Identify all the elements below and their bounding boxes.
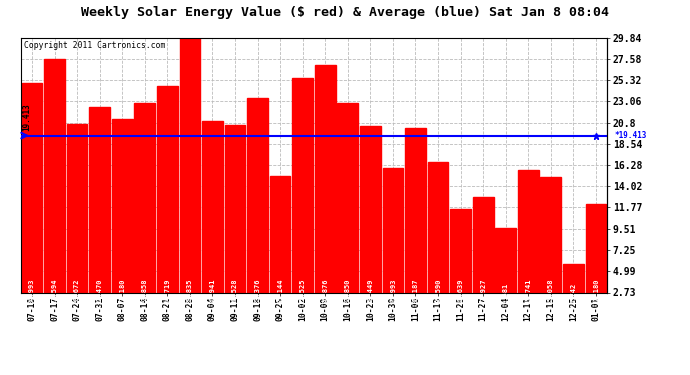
Bar	[225, 125, 246, 318]
Bar	[293, 78, 313, 318]
Text: 25.525: 25.525	[299, 279, 306, 304]
Bar	[270, 176, 290, 318]
Bar	[247, 98, 268, 318]
Text: 20.449: 20.449	[367, 279, 373, 304]
Text: 20.941: 20.941	[210, 279, 215, 304]
Bar	[179, 38, 200, 318]
Bar	[450, 209, 471, 318]
Text: 20.672: 20.672	[74, 279, 80, 304]
Bar	[473, 196, 493, 318]
Text: 16.590: 16.590	[435, 279, 441, 304]
Bar	[337, 103, 358, 318]
Text: 21.180: 21.180	[119, 279, 125, 304]
Text: *19.413: *19.413	[614, 131, 647, 140]
Bar	[202, 121, 223, 318]
Text: 9.581: 9.581	[503, 283, 509, 304]
Text: 24.719: 24.719	[164, 279, 170, 304]
Bar	[21, 83, 42, 318]
Text: 22.470: 22.470	[97, 279, 103, 304]
Text: 23.376: 23.376	[255, 279, 261, 304]
Text: 12.927: 12.927	[480, 279, 486, 304]
Bar	[135, 103, 155, 318]
Text: Weekly Solar Energy Value ($ red) & Average (blue) Sat Jan 8 08:04: Weekly Solar Energy Value ($ red) & Aver…	[81, 6, 609, 19]
Text: 19.413: 19.413	[22, 103, 31, 131]
Bar	[405, 128, 426, 318]
Bar	[586, 204, 607, 318]
Bar	[540, 177, 561, 318]
Bar	[518, 170, 539, 318]
Text: 26.876: 26.876	[322, 279, 328, 304]
Text: 20.528: 20.528	[232, 279, 238, 304]
Text: 29.835: 29.835	[187, 279, 193, 304]
Bar	[563, 264, 584, 318]
Text: 15.058: 15.058	[548, 279, 554, 304]
Text: 15.993: 15.993	[390, 279, 396, 304]
Bar	[67, 124, 88, 318]
Text: 27.594: 27.594	[52, 279, 57, 304]
Text: 15.741: 15.741	[525, 279, 531, 304]
Bar	[360, 126, 381, 318]
Bar	[112, 119, 132, 318]
Bar	[382, 168, 403, 318]
Text: 20.187: 20.187	[413, 279, 418, 304]
Bar	[428, 162, 448, 318]
Text: Copyright 2011 Cartronics.com: Copyright 2011 Cartronics.com	[23, 41, 165, 50]
Text: 11.639: 11.639	[457, 279, 464, 304]
Text: 22.858: 22.858	[141, 279, 148, 304]
Bar	[315, 65, 335, 318]
Text: 5.742: 5.742	[571, 283, 576, 304]
Text: 22.850: 22.850	[345, 279, 351, 304]
Bar	[89, 107, 110, 318]
Text: 15.144: 15.144	[277, 279, 283, 304]
Bar	[157, 86, 178, 318]
Bar	[44, 58, 65, 318]
Text: 24.993: 24.993	[29, 279, 35, 304]
Bar	[495, 228, 516, 318]
Text: 12.180: 12.180	[593, 279, 599, 304]
